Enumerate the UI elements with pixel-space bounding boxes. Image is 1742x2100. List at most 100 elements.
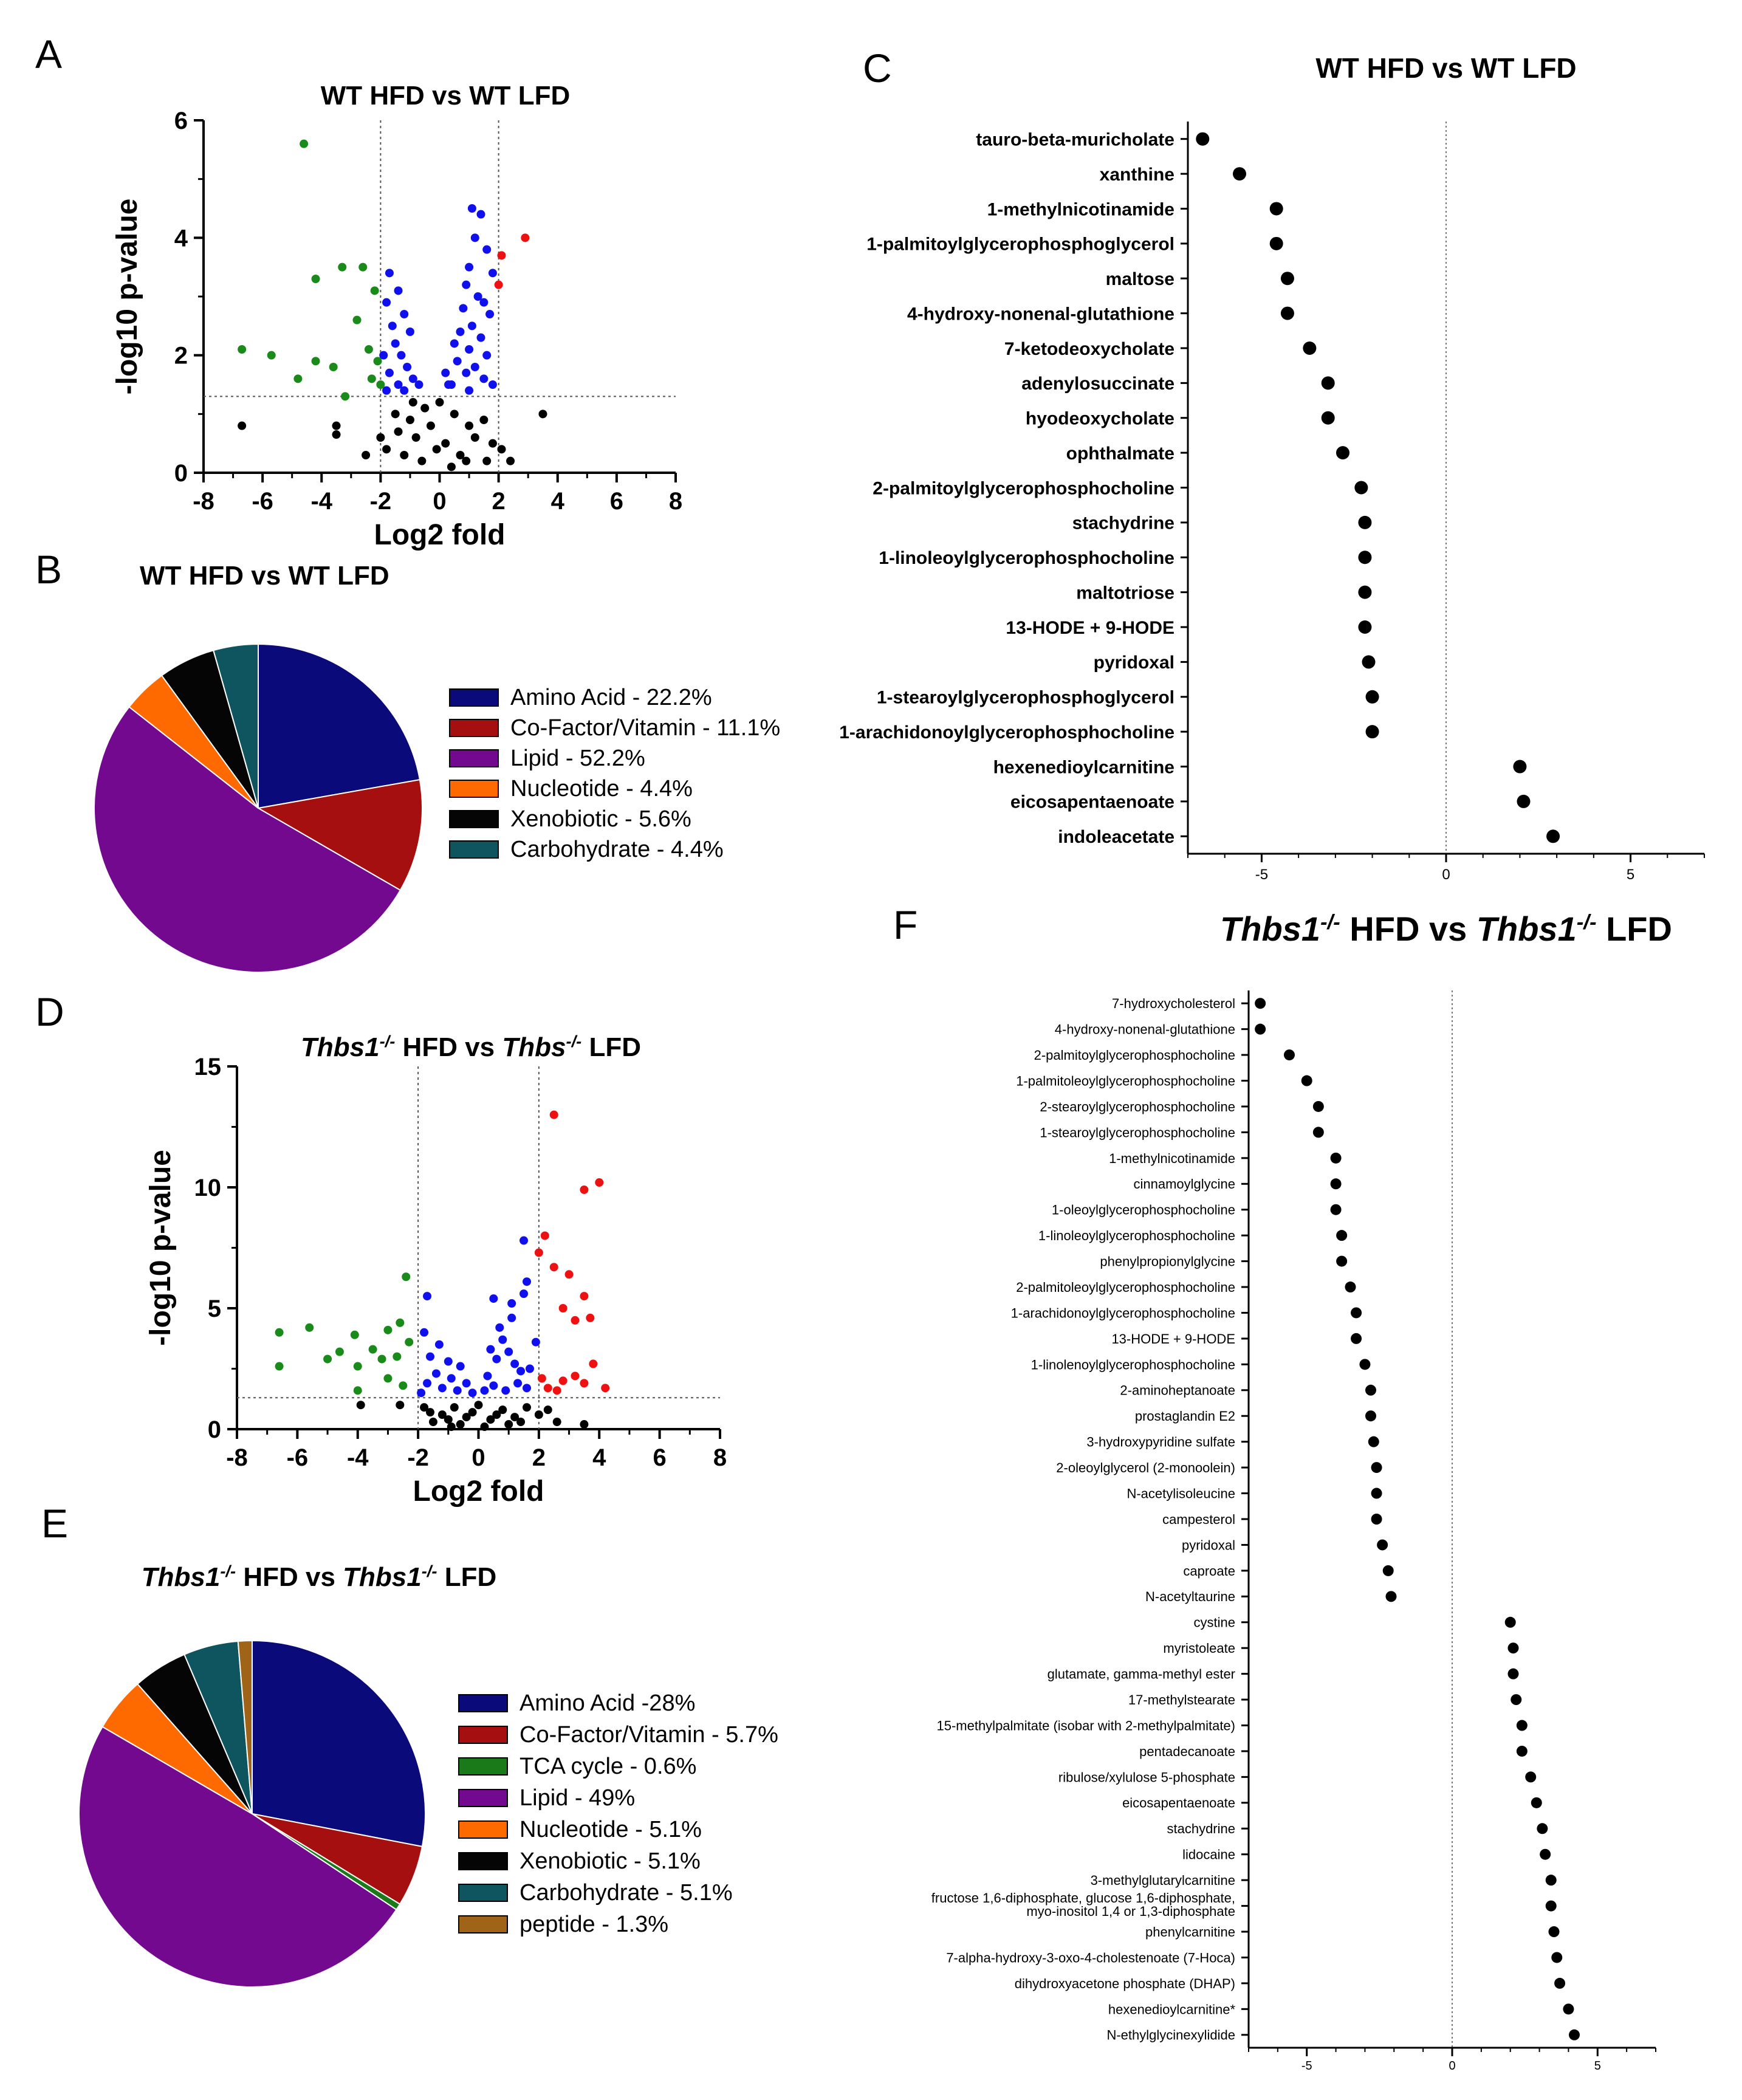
data-point-blue	[394, 286, 403, 295]
data-point	[1365, 1410, 1376, 1422]
data-point-black	[396, 1401, 405, 1410]
pie-slice	[252, 1639, 426, 1848]
metabolite-label: 1-arachidonoylglycerophosphocholine	[1011, 1305, 1235, 1320]
legend-label: TCA cycle - 0.6%	[520, 1754, 696, 1779]
data-point	[1537, 1823, 1548, 1834]
y-tick-label: 5	[208, 1295, 221, 1322]
data-point-blue	[420, 1328, 429, 1337]
data-point-green	[275, 1362, 284, 1371]
data-point-red	[601, 1384, 610, 1393]
data-point-black	[426, 421, 435, 430]
legend-swatch	[449, 780, 499, 798]
data-point-blue	[462, 280, 471, 289]
chart-title: WT HFD vs WT LFD	[1315, 52, 1576, 84]
data-point-blue	[504, 1347, 513, 1356]
data-point-blue	[382, 386, 391, 395]
legend-label: Co-Factor/Vitamin - 11.1%	[510, 715, 780, 741]
metabolite-label: 2-stearoylglycerophosphocholine	[1040, 1099, 1235, 1114]
metabolite-label: eicosapentaenoate	[1122, 1796, 1235, 1811]
data-point-green	[367, 374, 376, 383]
data-point-blue	[516, 1367, 526, 1376]
data-point-black	[394, 427, 403, 436]
metabolite-label: 1-stearoylglycerophosphocholine	[1040, 1125, 1235, 1140]
data-point-black	[479, 416, 489, 424]
data-point-blue	[476, 333, 485, 342]
title-part: -/-	[220, 1562, 236, 1580]
data-point-blue	[507, 1313, 516, 1322]
data-point-black	[447, 1422, 456, 1432]
metabolite-label: 1-linolenoylglycerophosphocholine	[1031, 1357, 1235, 1372]
data-point	[1196, 132, 1210, 146]
data-point-black	[356, 1401, 365, 1410]
chart-title: Thbs1-/- HFD vs Thbs1-/- LFD	[142, 1562, 496, 1593]
x-tick-label: -4	[347, 1444, 369, 1471]
data-point-black	[450, 1403, 459, 1412]
data-point	[1358, 551, 1372, 564]
data-point-black	[498, 1405, 507, 1415]
data-point-black	[497, 445, 506, 454]
data-point-black	[480, 1422, 489, 1432]
data-point	[1280, 272, 1294, 286]
metabolite-label: hexenedioylcarnitine	[993, 757, 1174, 777]
data-point-blue	[388, 321, 397, 331]
metabolite-label: cystine	[1194, 1615, 1235, 1630]
title-part: -/-	[422, 1562, 437, 1580]
legend-label: Co-Factor/Vitamin - 5.7%	[520, 1722, 778, 1748]
metabolite-label: myristoleate	[1163, 1641, 1235, 1656]
metabolite-label: glutamate, gamma-methyl ester	[1048, 1667, 1235, 1682]
data-point-black	[474, 1401, 483, 1410]
legend-label: Xenobiotic - 5.6%	[510, 806, 691, 832]
data-point	[1336, 1230, 1348, 1241]
data-point-blue	[444, 380, 453, 389]
metabolite-label: 7-ketodeoxycholate	[1004, 339, 1174, 359]
metabolite-label: lidocaine	[1182, 1847, 1235, 1862]
data-point-blue	[414, 380, 423, 389]
data-point-red	[564, 1270, 574, 1279]
data-point-blue	[467, 204, 476, 213]
data-point-green	[267, 351, 276, 360]
metabolite-label: indoleacetate	[1058, 827, 1174, 847]
y-tick-label: 6	[174, 108, 188, 134]
data-point	[1345, 1282, 1356, 1293]
metabolite-label-line: myo-inositol 1,4 or 1,3-diphosphate	[1026, 1904, 1235, 1919]
data-point-red	[580, 1379, 589, 1388]
title-part: -/-	[380, 1032, 396, 1051]
panel-letter-c: C	[863, 46, 892, 91]
data-point-green	[364, 345, 373, 354]
data-point-green	[373, 357, 382, 366]
data-point-green	[311, 357, 320, 366]
data-point-black	[444, 1415, 453, 1424]
data-point-black	[376, 433, 385, 442]
data-point-green	[396, 1318, 405, 1327]
data-point-green	[329, 363, 338, 371]
data-point	[1371, 1514, 1382, 1525]
data-point	[1359, 1359, 1371, 1370]
legend-label: Amino Acid -28%	[520, 1690, 695, 1716]
pie-slice	[256, 778, 423, 891]
data-point-blue	[531, 1337, 540, 1347]
metabolite-label: 1-palmitoleoylglycerophosphocholine	[1016, 1073, 1235, 1088]
x-tick-label: -4	[310, 488, 332, 515]
metabolite-label: prostaglandin E2	[1135, 1409, 1235, 1424]
data-point-blue	[459, 304, 468, 313]
data-point	[1365, 690, 1379, 704]
data-point-blue	[462, 368, 471, 377]
metabolite-label: caproate	[1183, 1563, 1235, 1579]
data-point-green	[353, 1362, 362, 1371]
metabolite-label: 1-oleoylglycerophosphocholine	[1052, 1203, 1235, 1218]
panel-letter-e: E	[41, 1501, 68, 1546]
data-point	[1351, 1333, 1362, 1344]
data-point	[1330, 1204, 1342, 1215]
data-point-black	[432, 445, 441, 454]
data-point-red	[571, 1316, 580, 1325]
metabolite-label: 1-linoleoylglycerophosphocholine	[1038, 1228, 1235, 1243]
title-part: LFD	[581, 1032, 641, 1062]
y-tick-label: 15	[194, 1054, 222, 1080]
metabolite-label: 1-methylnicotinamide	[1109, 1151, 1235, 1166]
data-point-black	[408, 398, 417, 407]
legend-label: Nucleotide - 5.1%	[520, 1817, 702, 1842]
metabolite-label: pyridoxal	[1094, 653, 1174, 673]
data-point-black	[450, 410, 459, 419]
metabolite-label: stachydrine	[1167, 1821, 1235, 1836]
data-point-red	[580, 1292, 589, 1301]
